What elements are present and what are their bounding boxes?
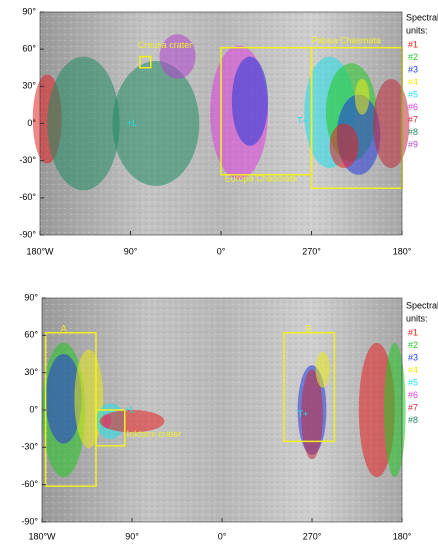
annotation: T+ xyxy=(297,116,308,126)
annotation: Europa Chasmata xyxy=(225,174,298,184)
annotation: Inktomi crater xyxy=(127,429,182,439)
legend-entry: #5 xyxy=(408,89,418,99)
x-tick-label: 180° xyxy=(393,531,412,541)
y-tick-label: 30° xyxy=(22,81,36,91)
legend-entry: #9 xyxy=(408,139,418,149)
annotation: Pabua Chasmata xyxy=(312,35,382,45)
map-frame xyxy=(39,11,403,236)
x-tick-label: 90° xyxy=(124,246,138,256)
legend-entry: #3 xyxy=(408,64,418,74)
region-box xyxy=(95,409,126,447)
unit-patch xyxy=(231,56,269,146)
y-tick-label: -30° xyxy=(21,442,38,452)
legend-title: units: xyxy=(406,25,428,35)
annotation: +L xyxy=(125,404,135,414)
annotation: Creusa crater xyxy=(138,40,193,50)
x-tick-label: 180°W xyxy=(28,531,56,541)
unit-patch xyxy=(354,78,370,115)
unit-patch xyxy=(329,123,359,169)
unit-patch xyxy=(47,56,120,191)
legend-entry: #1 xyxy=(408,39,418,49)
annotation: B xyxy=(305,324,311,334)
y-tick-label: 0° xyxy=(27,118,36,128)
legend-entry: #2 xyxy=(408,340,418,350)
x-tick-label: 180° xyxy=(393,246,412,256)
legend-entry: #2 xyxy=(408,52,418,62)
legend-entry: #7 xyxy=(408,402,418,412)
legend-entry: #5 xyxy=(408,377,418,387)
legend-entry: #1 xyxy=(408,327,418,337)
annotation: T+ xyxy=(298,409,309,419)
annotation: A xyxy=(61,324,67,334)
y-tick-label: 30° xyxy=(24,367,38,377)
map-frame xyxy=(41,297,403,523)
y-tick-label: -90° xyxy=(21,516,38,526)
unit-patch xyxy=(112,61,200,186)
y-tick-label: 0° xyxy=(29,404,38,414)
x-tick-label: 270° xyxy=(302,246,321,256)
unit-patch xyxy=(315,351,330,388)
unit-patch xyxy=(45,354,82,444)
legend-entry: #4 xyxy=(408,365,418,375)
legend-entry: #4 xyxy=(408,77,418,87)
unit-patch xyxy=(99,410,165,433)
legend-title: Spectral xyxy=(406,300,438,310)
legend-entry: #8 xyxy=(408,127,418,137)
unit-patch xyxy=(373,78,410,169)
y-tick-label: -90° xyxy=(19,229,36,239)
legend-entry: #6 xyxy=(408,390,418,400)
x-tick-label: 0° xyxy=(217,246,226,256)
unit-patch xyxy=(159,34,196,79)
x-tick-label: 270° xyxy=(303,531,322,541)
y-tick-label: 60° xyxy=(22,44,36,54)
legend-title: units: xyxy=(406,313,428,323)
y-tick-label: -30° xyxy=(19,155,36,165)
annotation: +L xyxy=(127,118,137,128)
y-tick-label: 60° xyxy=(24,330,38,340)
x-tick-label: 90° xyxy=(125,531,139,541)
y-tick-label: 90° xyxy=(22,6,36,16)
legend-entry: #8 xyxy=(408,415,418,425)
legend-entry: #3 xyxy=(408,352,418,362)
legend-entry: #7 xyxy=(408,114,418,124)
region-box xyxy=(139,55,152,69)
y-tick-label: -60° xyxy=(19,192,36,202)
y-tick-label: 90° xyxy=(24,292,38,302)
legend-entry: #6 xyxy=(408,102,418,112)
x-tick-label: 180°W xyxy=(26,246,54,256)
legend-title: Spectral xyxy=(406,12,438,22)
y-tick-label: -60° xyxy=(21,479,38,489)
unit-patch xyxy=(384,342,406,478)
x-tick-label: 0° xyxy=(218,531,227,541)
unit-patch xyxy=(301,369,323,460)
unit-patch xyxy=(74,349,104,449)
region-box xyxy=(283,331,336,443)
